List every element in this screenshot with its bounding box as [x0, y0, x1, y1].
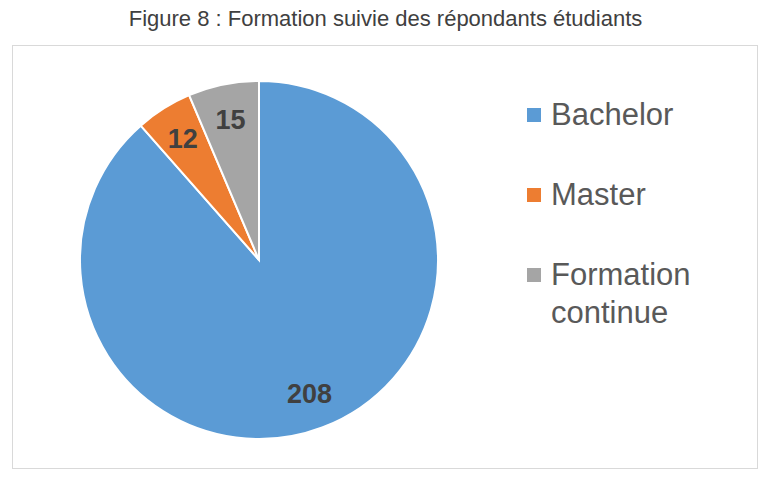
svg-text:208: 208: [287, 379, 332, 409]
html-text:Figure 8 : Formation suivie de: Figure 8 : Formation suivie des répondan…: [128, 6, 643, 31]
html-text:Bachelor: Bachelor: [551, 97, 674, 132]
svg-text:12: 12: [168, 124, 198, 154]
html-text:Formation continue: Formation continue: [551, 257, 691, 330]
html-text:Master: Master: [551, 177, 646, 212]
svg-text:15: 15: [215, 105, 245, 135]
